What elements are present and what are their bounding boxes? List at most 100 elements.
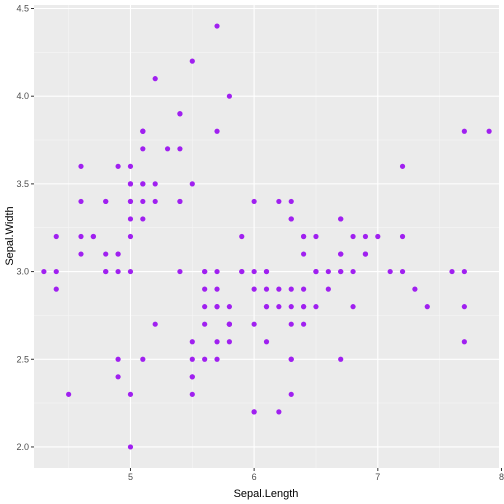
data-point	[115, 374, 121, 380]
data-point	[486, 128, 492, 134]
data-point	[350, 304, 356, 310]
data-point	[288, 304, 294, 310]
data-point	[202, 356, 208, 362]
data-point	[214, 356, 220, 362]
y-tick-label: 4.0	[16, 91, 29, 101]
data-point	[66, 391, 72, 397]
data-point	[276, 304, 282, 310]
data-point	[127, 233, 134, 240]
data-point	[263, 304, 270, 310]
data-point	[226, 93, 232, 99]
data-point	[226, 304, 232, 310]
data-point	[152, 321, 158, 327]
data-point	[461, 128, 467, 134]
data-point	[140, 198, 146, 205]
data-point	[276, 286, 282, 292]
data-point	[350, 268, 356, 275]
y-axis-ticks: 2.0 2.5 3.0 3.5 4.0 4.5	[16, 4, 34, 452]
data-point	[338, 356, 344, 362]
data-point	[288, 198, 294, 205]
data-point	[313, 268, 319, 275]
data-point	[140, 146, 146, 152]
data-point	[263, 286, 270, 292]
data-point	[251, 268, 257, 275]
data-point	[53, 268, 59, 275]
plot-panel	[34, 5, 499, 468]
data-point	[239, 268, 245, 275]
data-point	[276, 409, 282, 415]
data-point	[461, 304, 467, 310]
data-point	[325, 268, 331, 275]
data-point	[251, 409, 257, 415]
data-point	[177, 268, 183, 275]
data-point	[338, 216, 344, 222]
data-point	[177, 111, 183, 117]
data-point	[189, 391, 195, 397]
data-point	[263, 339, 270, 345]
data-point	[214, 268, 220, 275]
data-point	[189, 374, 195, 380]
data-point	[214, 286, 220, 292]
y-tick-label: 2.5	[16, 354, 29, 364]
data-point	[226, 321, 232, 327]
data-point	[127, 444, 134, 450]
y-tick-label: 3.0	[16, 267, 29, 277]
data-point	[288, 356, 294, 362]
data-point	[90, 233, 96, 240]
data-point	[251, 286, 257, 292]
y-axis-title: Sepal.Width	[4, 206, 16, 265]
data-point	[301, 251, 307, 257]
data-point	[115, 356, 121, 362]
x-axis-ticks: 5 6 7 8	[128, 468, 504, 482]
data-point	[127, 181, 134, 187]
data-point	[189, 356, 195, 362]
data-point	[375, 233, 381, 240]
data-point	[103, 251, 109, 257]
data-point	[127, 391, 134, 397]
data-point	[276, 198, 282, 205]
data-point	[301, 233, 307, 240]
data-point	[251, 198, 257, 205]
data-point	[399, 163, 406, 169]
data-point	[202, 286, 208, 292]
data-point	[115, 268, 121, 275]
x-tick-label: 8	[499, 472, 504, 482]
data-point	[449, 268, 455, 275]
data-point	[115, 251, 121, 257]
data-point	[127, 216, 134, 222]
data-point	[140, 216, 146, 222]
data-point	[152, 181, 158, 187]
data-point	[362, 233, 369, 240]
y-tick-label: 2.0	[16, 442, 29, 452]
data-point	[41, 268, 47, 275]
data-point	[78, 163, 84, 169]
data-point	[301, 304, 307, 310]
data-point	[461, 268, 467, 275]
x-tick-label: 7	[375, 472, 380, 482]
data-point	[78, 251, 84, 257]
data-point	[301, 286, 307, 292]
data-point	[362, 251, 369, 257]
data-point	[350, 233, 356, 240]
data-point	[251, 321, 257, 327]
data-point	[152, 76, 158, 82]
data-point	[127, 268, 134, 275]
data-point	[412, 286, 418, 292]
data-point	[239, 233, 245, 240]
data-point	[313, 233, 319, 240]
x-axis-title: Sepal.Length	[234, 488, 299, 500]
data-point	[177, 146, 183, 152]
data-point	[226, 339, 232, 345]
data-point	[214, 339, 220, 345]
data-point	[140, 356, 146, 362]
data-points	[41, 23, 492, 450]
data-point	[140, 128, 146, 134]
x-tick-label: 5	[128, 472, 133, 482]
data-point	[288, 286, 294, 292]
data-point	[325, 286, 331, 292]
data-point	[288, 216, 294, 222]
data-point	[202, 321, 208, 327]
data-point	[127, 163, 134, 169]
y-tick-label: 3.5	[16, 179, 29, 189]
data-point	[164, 146, 171, 152]
